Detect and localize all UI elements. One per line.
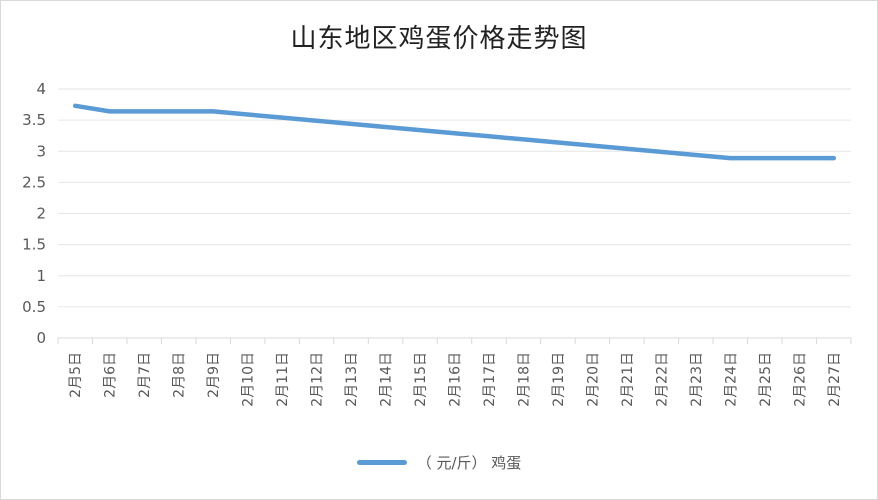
x-tick-label: 2月20日 [585, 352, 601, 407]
y-tick-label: 3 [36, 142, 46, 160]
x-tick-label: 2月14日 [379, 352, 395, 407]
x-tick-label: 2月16日 [448, 352, 464, 407]
x-tick-label: 2月7日 [137, 352, 153, 398]
legend-line-icon [356, 460, 407, 465]
x-tick-label: 2月10日 [241, 352, 257, 407]
x-tick-label: 2月24日 [723, 352, 739, 407]
x-tick-label: 2月13日 [344, 352, 360, 407]
y-tick-label: 1.5 [22, 236, 46, 254]
y-tick-label: 0 [36, 329, 46, 347]
legend: （ 元/斤） 鸡蛋 [0, 452, 878, 473]
legend-label: （ 元/斤） 鸡蛋 [416, 454, 522, 472]
chart-title: 山东地区鸡蛋价格走势图 [290, 24, 588, 54]
x-tick-label: 2月27日 [827, 352, 843, 407]
y-tick-label: 3.5 [22, 111, 46, 129]
y-tick-label: 1 [36, 267, 46, 285]
x-tick-label: 2月8日 [172, 352, 188, 398]
x-tick-label: 2月18日 [516, 352, 532, 407]
x-tick-label: 2月22日 [654, 352, 670, 407]
x-tick-label: 2月5日 [68, 352, 84, 398]
x-tick-label: 2月12日 [310, 352, 326, 407]
x-tick-label: 2月11日 [275, 352, 291, 407]
y-tick-label: 4 [36, 80, 46, 98]
x-tick-label: 2月21日 [620, 352, 636, 407]
x-tick-label: 2月19日 [551, 352, 567, 407]
x-tick-label: 2月17日 [482, 352, 498, 407]
y-tick-label: 2.5 [22, 173, 46, 191]
y-tick-label: 2 [36, 205, 46, 223]
x-tick-label: 2月15日 [413, 352, 429, 407]
y-tick-label: 0.5 [22, 298, 46, 316]
x-tick-label: 2月6日 [103, 352, 119, 398]
series-line [72, 103, 837, 161]
x-tick-label: 2月9日 [206, 352, 222, 398]
x-tick-label: 2月25日 [758, 352, 774, 407]
x-tick-label: 2月23日 [689, 352, 705, 407]
x-tick-label: 2月26日 [792, 352, 808, 407]
